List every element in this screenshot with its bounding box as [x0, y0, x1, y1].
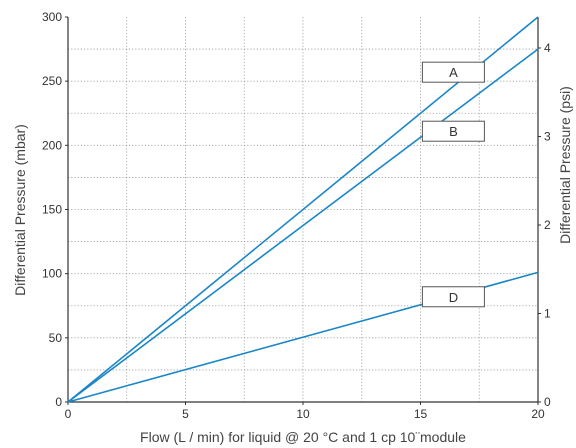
y-tick-label-left: 250: [42, 74, 62, 88]
series-label-b: B: [421, 120, 485, 142]
y-tick-label-right: 1: [544, 306, 551, 320]
x-axis-title: Flow (L / min) for liquid @ 20 °C and 1 …: [140, 429, 466, 445]
y-axis-title-left: Differential Pressure (mbar): [12, 124, 28, 296]
series-label-text: D: [449, 290, 458, 305]
y-tick-label-left: 200: [42, 138, 62, 152]
x-tick-label: 15: [414, 407, 428, 421]
series-label-a: A: [421, 61, 485, 83]
y-tick-label-left: 300: [42, 10, 62, 24]
series-label-box: [421, 286, 485, 308]
series-label-text: B: [449, 124, 458, 139]
y-tick-label-left: 150: [42, 203, 62, 217]
y-axis-title-right: Differential Pressure (psi): [557, 86, 573, 244]
series-label-box: [421, 61, 485, 83]
y-tick-label-right: 2: [544, 218, 551, 232]
y-tick-label-right: 0: [544, 395, 551, 409]
x-tick-label: 20: [531, 407, 545, 421]
y-tick-label-left: 100: [42, 267, 62, 281]
x-tick-label: 10: [296, 407, 310, 421]
y-tick-label-right: 4: [544, 41, 551, 55]
x-tick-label: 5: [182, 407, 189, 421]
x-tick-label: 0: [65, 407, 72, 421]
series-label-box: [421, 120, 485, 142]
axes: [65, 16, 541, 405]
y-tick-label-right: 3: [544, 129, 551, 143]
series-label-text: A: [449, 65, 458, 80]
y-tick-label-left: 0: [55, 395, 62, 409]
series-line-b: [67, 48, 539, 403]
series-label-d: D: [421, 286, 485, 308]
series-labels: A B D: [421, 61, 485, 308]
y-tick-label-left: 50: [49, 331, 63, 345]
